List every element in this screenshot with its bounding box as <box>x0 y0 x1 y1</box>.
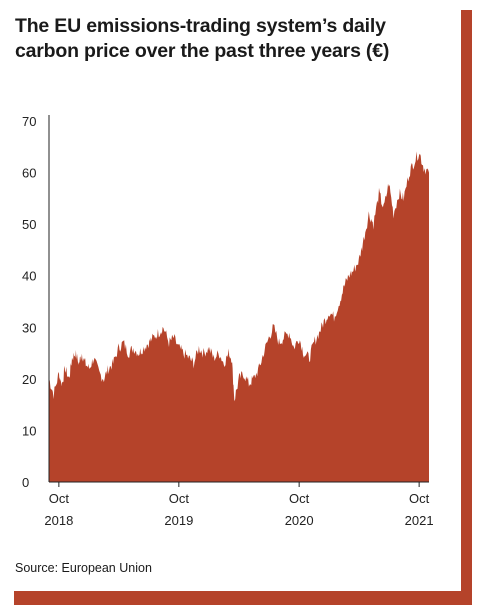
x-tick-label-month: Oct <box>409 491 430 506</box>
y-tick-label: 20 <box>22 372 36 387</box>
chart-title-line-2: carbon price over the past three years (… <box>15 40 390 62</box>
x-tick-label-month: Oct <box>49 491 70 506</box>
y-tick-label: 40 <box>22 269 36 284</box>
y-tick-label: 0 <box>22 475 29 490</box>
source-note: Source: European Union <box>15 561 152 575</box>
y-tick-label: 50 <box>22 217 36 232</box>
x-tick-label-year: 2019 <box>164 513 193 528</box>
x-tick-label-month: Oct <box>169 491 190 506</box>
x-tick-label-month: Oct <box>289 491 310 506</box>
x-tick-label-year: 2018 <box>44 513 73 528</box>
y-tick-label: 30 <box>22 320 36 335</box>
y-tick-label: 70 <box>22 114 36 129</box>
y-tick-label: 10 <box>22 423 36 438</box>
chart-title-line-1: The EU emissions-trading system’s daily <box>15 15 386 37</box>
chart-title: The EU emissions-trading system’s daily … <box>15 14 445 64</box>
y-tick-label: 60 <box>22 166 36 181</box>
x-tick-label-year: 2020 <box>285 513 314 528</box>
price-area-series <box>49 151 429 482</box>
x-tick-label-year: 2021 <box>405 513 434 528</box>
